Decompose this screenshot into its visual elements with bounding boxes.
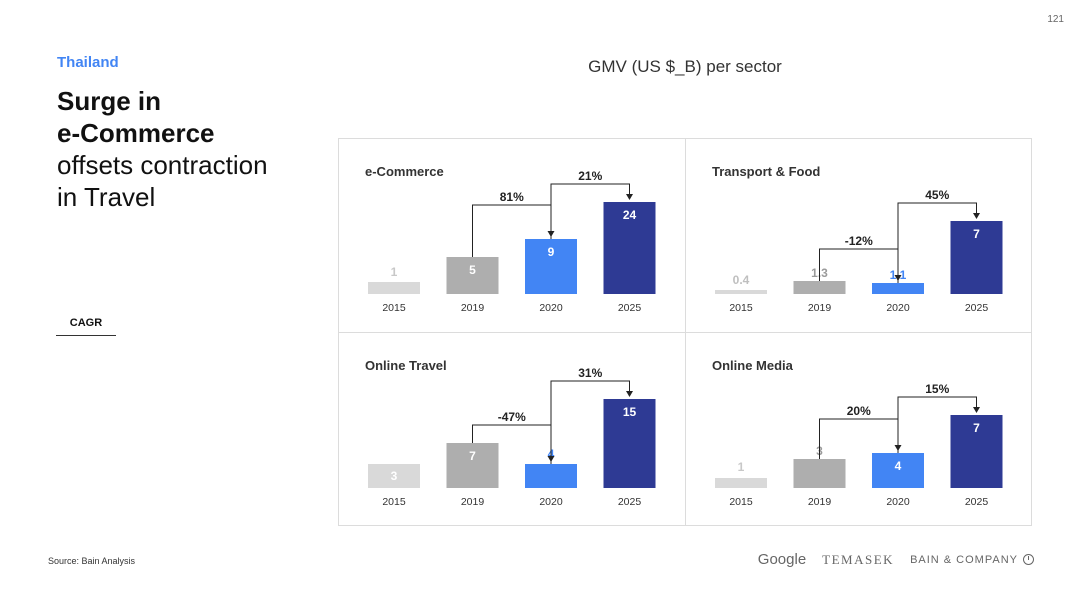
value-label: 7 <box>973 421 980 435</box>
arrow-down-icon <box>626 194 633 200</box>
panel-title: Online Media <box>712 358 794 373</box>
arrow-down-icon <box>626 391 633 397</box>
bain-mark-icon <box>1023 554 1034 565</box>
bar-chart-online-travel: Online Travel320157201942020152025-47%31… <box>365 358 656 508</box>
tick-label: 2019 <box>808 496 832 508</box>
value-label: 1 <box>738 460 745 474</box>
tick-label: 2020 <box>886 496 910 508</box>
country-label: Thailand <box>57 54 119 71</box>
bar-2020 <box>872 453 924 488</box>
cagr-connector <box>550 183 630 239</box>
footer-logos: Google TEMASEK BAIN & COMPANY <box>758 551 1034 568</box>
bar-2019 <box>446 443 499 488</box>
cagr-label: 20% <box>847 404 871 418</box>
headline-line: Surge in <box>57 86 162 116</box>
arrow-down-icon <box>973 407 980 413</box>
panel-title: Transport & Food <box>712 164 820 179</box>
panel-online-travel: Online Travel 3 2015 7 2019 4 2020 15 2025 -47% 31… <box>339 333 686 527</box>
tick-label: 2020 <box>539 496 563 508</box>
bar-2025 <box>950 415 1003 488</box>
tick-label: 2025 <box>965 302 989 314</box>
page-headline: Surge in e-Commerce offsets contraction … <box>57 85 327 213</box>
value-label: 4 <box>895 459 902 473</box>
tick-label: 2025 <box>965 496 989 508</box>
value-label: 7 <box>973 227 980 241</box>
bar-2015 <box>368 282 420 294</box>
value-label: 9 <box>548 245 555 259</box>
cagr-label: 45% <box>925 188 949 202</box>
panel-title: Online Travel <box>365 358 447 373</box>
bar-2025 <box>603 399 656 488</box>
value-label: 7 <box>469 449 476 463</box>
value-label: 1 <box>391 265 398 279</box>
value-label: 24 <box>623 208 637 222</box>
bain-logo: BAIN & COMPANY <box>910 554 1034 566</box>
headline-line: e-Commerce <box>57 118 215 148</box>
tick-label: 2019 <box>808 302 832 314</box>
bain-logo-text: BAIN & COMPANY <box>910 553 1018 566</box>
bar-2025 <box>950 221 1003 294</box>
panel-transport-food: Transport & Food0.420151.320191.12020720… <box>686 139 1033 333</box>
tick-label: 2025 <box>618 496 642 508</box>
cagr-legend: CAGR <box>56 317 116 336</box>
bar-2020 <box>525 239 577 294</box>
panel-online-media: Online Media 1 2015 3 2019 4 2020 7 2025 20% 15% <box>686 333 1033 527</box>
bar-2019 <box>446 257 499 294</box>
headline-line: offsets contraction <box>57 150 268 180</box>
tick-label: 2015 <box>382 496 406 508</box>
chart-title: GMV (US $_B) per sector <box>588 57 782 76</box>
headline-line: in Travel <box>57 182 156 212</box>
grid-divider <box>339 332 1031 333</box>
cagr-label: 81% <box>500 190 524 204</box>
bar-2019 <box>793 459 846 488</box>
tick-label: 2015 <box>729 302 753 314</box>
temasek-logo: TEMASEK <box>822 551 895 567</box>
cagr-label: -47% <box>498 410 526 424</box>
bar-chart-ecommerce: e-Commerce 1 2015 5 2019 9 2020 24 2025 81% 21% <box>365 164 656 314</box>
value-label: 3 <box>391 469 398 483</box>
cagr-label: 15% <box>925 382 949 396</box>
bar-2020 <box>525 464 577 488</box>
value-label: 15 <box>623 405 637 419</box>
tick-label: 2019 <box>461 496 485 508</box>
cagr-connector <box>897 202 977 283</box>
bar-2015 <box>368 464 420 488</box>
tick-label: 2015 <box>382 302 406 314</box>
chart-grid: e-Commerce 1 2015 5 2019 9 2020 24 2025 81% 21% Tr… <box>338 138 1032 526</box>
cagr-label: 31% <box>578 366 602 380</box>
cagr-connector <box>897 396 977 453</box>
value-label: 5 <box>469 263 476 277</box>
tick-label: 2020 <box>539 302 563 314</box>
tick-label: 2025 <box>618 302 642 314</box>
cagr-label: -12% <box>845 234 873 248</box>
bar-2019 <box>793 281 846 294</box>
bar-2020 <box>872 283 924 294</box>
cagr-connector <box>550 380 630 464</box>
panel-ecommerce: e-Commerce 1 2015 5 2019 9 2020 24 2025 81% 21% <box>339 139 686 333</box>
bar-2015 <box>715 478 767 488</box>
cagr-connector <box>819 248 899 281</box>
page-number: 121 <box>1047 14 1064 25</box>
bar-chart-transport-food: Transport & Food0.420151.320191.12020720… <box>712 164 1003 314</box>
arrow-down-icon <box>973 213 980 219</box>
tick-label: 2015 <box>729 496 753 508</box>
value-label: 0.4 <box>733 273 750 287</box>
bar-2025 <box>603 202 656 294</box>
cagr-label: 21% <box>578 169 602 183</box>
source-note: Source: Bain Analysis <box>48 556 136 566</box>
tick-label: 2019 <box>461 302 485 314</box>
panel-title: e-Commerce <box>365 164 444 179</box>
google-logo: Google <box>757 551 807 568</box>
bar-2015 <box>715 290 767 294</box>
tick-label: 2020 <box>886 302 910 314</box>
